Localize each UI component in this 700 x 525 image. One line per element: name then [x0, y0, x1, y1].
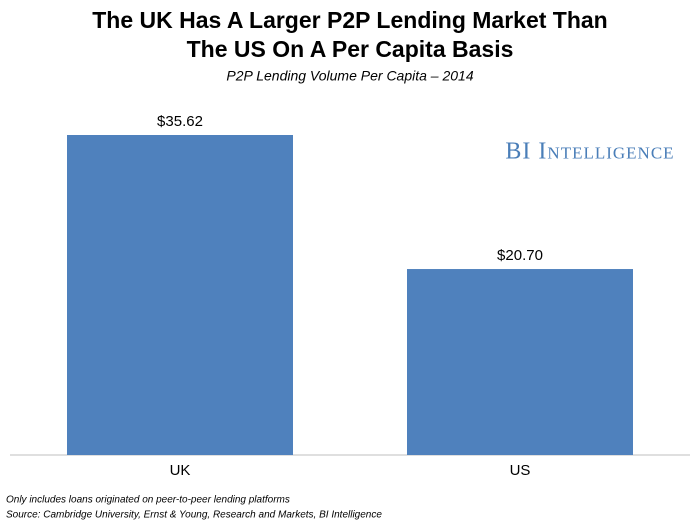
bar — [407, 269, 633, 455]
chart-subtitle: P2P Lending Volume Per Capita – 2014 — [226, 68, 473, 84]
x-tick-label: US — [510, 462, 531, 479]
logo: BI Intelligence — [505, 139, 674, 165]
footnote: Only includes loans originated on peer-t… — [6, 495, 290, 506]
value-label: $35.62 — [157, 113, 203, 130]
bar — [67, 135, 293, 455]
x-tick-label: UK — [170, 462, 191, 479]
chart-title: The UK Has A Larger P2P Lending Market T… — [92, 7, 608, 62]
value-label: $20.70 — [497, 247, 543, 264]
source-note: Source: Cambridge University, Ernst & Yo… — [6, 510, 382, 521]
